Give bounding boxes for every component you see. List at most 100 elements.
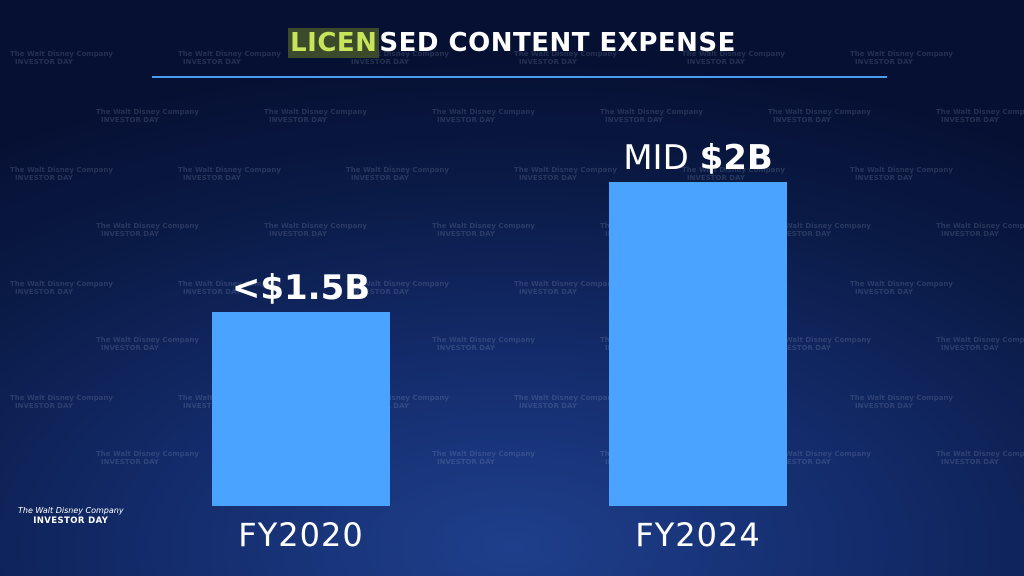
watermark-line2: INVESTOR DAY	[15, 58, 73, 66]
watermark-line2: INVESTOR DAY	[351, 288, 409, 296]
watermark-line2: INVESTOR DAY	[855, 58, 913, 66]
watermark-line2: INVESTOR DAY	[183, 58, 241, 66]
watermark-line1: The Walt Disney Company	[10, 166, 113, 174]
title-underline	[152, 76, 887, 78]
watermark-line2: INVESTOR DAY	[437, 116, 495, 124]
watermark-line1: The Walt Disney Company	[10, 280, 113, 288]
watermark-line2: INVESTOR DAY	[519, 58, 577, 66]
watermark-line1: The Walt Disney Company	[178, 280, 281, 288]
watermark-line2: INVESTOR DAY	[101, 458, 159, 466]
watermark-line1: The Walt Disney Company	[346, 280, 449, 288]
watermark-line1: The Walt Disney Company	[850, 280, 953, 288]
watermark-line2: INVESTOR DAY	[351, 174, 409, 182]
watermark-line2: INVESTOR DAY	[351, 58, 409, 66]
watermark-line2: INVESTOR DAY	[183, 288, 241, 296]
watermark-line1: The Walt Disney Company	[514, 50, 617, 58]
watermark-line1: The Walt Disney Company	[768, 336, 871, 344]
watermark-line1: The Walt Disney Company	[96, 450, 199, 458]
value-label-amount: <$1.5B	[231, 267, 371, 308]
watermark-line1: The Walt Disney Company	[96, 108, 199, 116]
category-label-fy2020: FY2020	[238, 516, 364, 554]
watermark-line1: The Walt Disney Company	[600, 108, 703, 116]
watermark-line1: The Walt Disney Company	[96, 222, 199, 230]
title-rest: SED CONTENT EXPENSE	[379, 28, 736, 58]
watermark-line2: INVESTOR DAY	[687, 174, 745, 182]
watermark-line2: INVESTOR DAY	[437, 458, 495, 466]
watermark-line1: The Walt Disney Company	[178, 166, 281, 174]
watermark-line2: INVESTOR DAY	[437, 344, 495, 352]
watermark-line2: INVESTOR DAY	[855, 288, 913, 296]
watermark-line1: The Walt Disney Company	[264, 222, 367, 230]
logo-event: INVESTOR DAY	[33, 516, 109, 526]
watermark-line1: The Walt Disney Company	[850, 166, 953, 174]
investor-day-logo: The Walt Disney Company INVESTOR DAY	[18, 506, 124, 526]
watermark-line2: INVESTOR DAY	[15, 288, 73, 296]
title-highlight: LICEN	[288, 28, 380, 58]
watermark-line2: INVESTOR DAY	[773, 458, 831, 466]
watermark-line2: INVESTOR DAY	[773, 344, 831, 352]
watermark-line1: The Walt Disney Company	[432, 108, 535, 116]
watermark-line1: The Walt Disney Company	[514, 280, 617, 288]
chart-title: LICENSED CONTENT EXPENSE	[0, 28, 1024, 58]
watermark-line1: The Walt Disney Company	[514, 166, 617, 174]
watermark-line2: INVESTOR DAY	[101, 230, 159, 238]
watermark-line2: INVESTOR DAY	[183, 402, 241, 410]
watermark-line2: INVESTOR DAY	[15, 402, 73, 410]
watermark-line2: INVESTOR DAY	[941, 116, 999, 124]
watermark-line2: INVESTOR DAY	[855, 402, 913, 410]
watermark-line2: INVESTOR DAY	[687, 58, 745, 66]
watermark-line1: The Walt Disney Company	[10, 394, 113, 402]
watermark-line2: INVESTOR DAY	[855, 174, 913, 182]
watermark-line1: The Walt Disney Company	[936, 222, 1024, 230]
watermark-line1: The Walt Disney Company	[514, 394, 617, 402]
watermark-line2: INVESTOR DAY	[519, 174, 577, 182]
watermark-line1: The Walt Disney Company	[264, 108, 367, 116]
watermark-line2: INVESTOR DAY	[269, 230, 327, 238]
watermark-line2: INVESTOR DAY	[519, 288, 577, 296]
watermark-line1: The Walt Disney Company	[768, 222, 871, 230]
watermark-line1: The Walt Disney Company	[936, 450, 1024, 458]
value-label-amount: $2B	[699, 138, 773, 178]
watermark-line1: The Walt Disney Company	[850, 394, 953, 402]
watermark-line1: The Walt Disney Company	[682, 50, 785, 58]
watermark-line2: INVESTOR DAY	[941, 344, 999, 352]
watermark-line2: INVESTOR DAY	[437, 230, 495, 238]
watermark-line2: INVESTOR DAY	[773, 116, 831, 124]
watermark-line2: INVESTOR DAY	[773, 230, 831, 238]
watermark-line2: INVESTOR DAY	[101, 116, 159, 124]
watermark-line1: The Walt Disney Company	[768, 450, 871, 458]
